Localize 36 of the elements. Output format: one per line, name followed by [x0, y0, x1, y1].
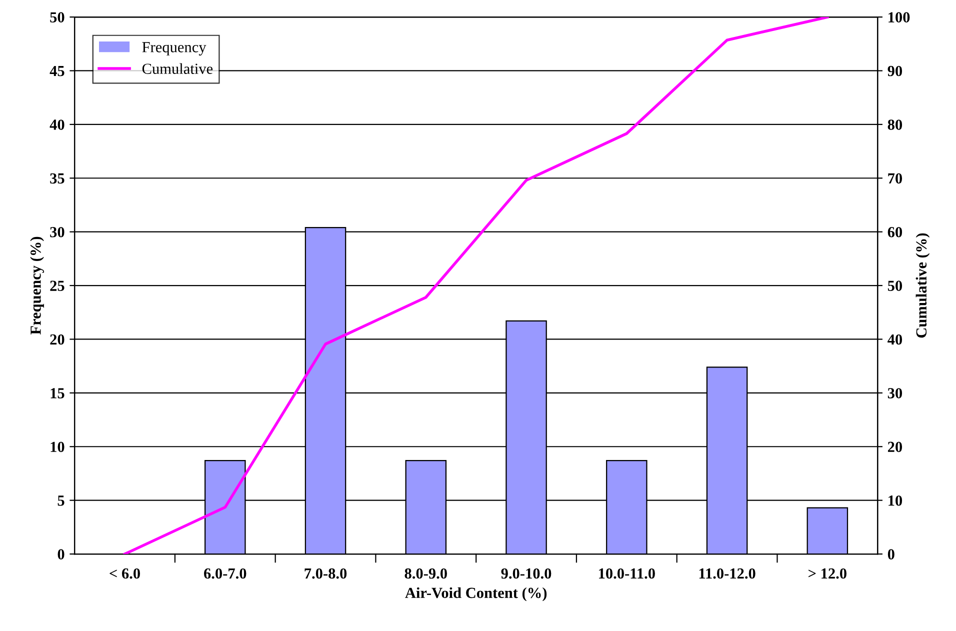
y-tick-label: 40	[50, 120, 64, 130]
y-tick-label: 50	[50, 12, 64, 22]
y-tick-label: 20	[50, 334, 64, 345]
y-tick-label: 5	[58, 496, 64, 506]
y2-tick-label: 50	[888, 280, 902, 291]
x-axis-title: Air-Void Content (%)	[405, 587, 547, 602]
x-tick-label: < 6.0	[110, 568, 140, 579]
y-axis-title: Frequency (%)	[30, 236, 44, 335]
y-tick-label: 45	[50, 66, 64, 76]
y-tick-label: 10	[50, 442, 64, 452]
y2-tick-label: 70	[888, 173, 902, 184]
y-tick-label: 30	[50, 226, 64, 238]
y-tick-label: 15	[50, 388, 64, 398]
y2-tick-label: 0	[888, 549, 894, 560]
x-tick-label: 9.0-10.0	[501, 568, 552, 579]
line-series	[123, 17, 829, 554]
legend-label: Frequency	[142, 42, 206, 56]
x-tick-label: 6.0-7.0	[204, 568, 246, 579]
y2-axis-title: Cumulative (%)	[916, 233, 930, 338]
legend-label: Cumulative	[142, 63, 213, 74]
y2-tick-label: 20	[888, 442, 902, 452]
x-tick-label: 7.0-8.0	[304, 568, 347, 579]
y-tick-label: 0	[58, 549, 64, 560]
y2-tick-label: 90	[888, 66, 902, 76]
y2-tick-label: 30	[888, 388, 902, 398]
y2-tick-label: 100	[888, 12, 910, 22]
y2-tick-label: 40	[888, 334, 902, 345]
x-tick-label: 11.0-12.0	[699, 568, 756, 579]
y-tick-label: 25	[50, 280, 64, 291]
x-tick-label: > 12.0	[808, 568, 846, 579]
y2-tick-label: 80	[888, 120, 902, 130]
y-tick-label: 35	[50, 173, 64, 184]
y2-tick-label: 60	[888, 226, 902, 238]
x-tick-label: 8.0-9.0	[404, 568, 447, 579]
x-tick-label: 10.0-11.0	[599, 568, 655, 579]
y2-tick-label: 10	[888, 495, 902, 506]
